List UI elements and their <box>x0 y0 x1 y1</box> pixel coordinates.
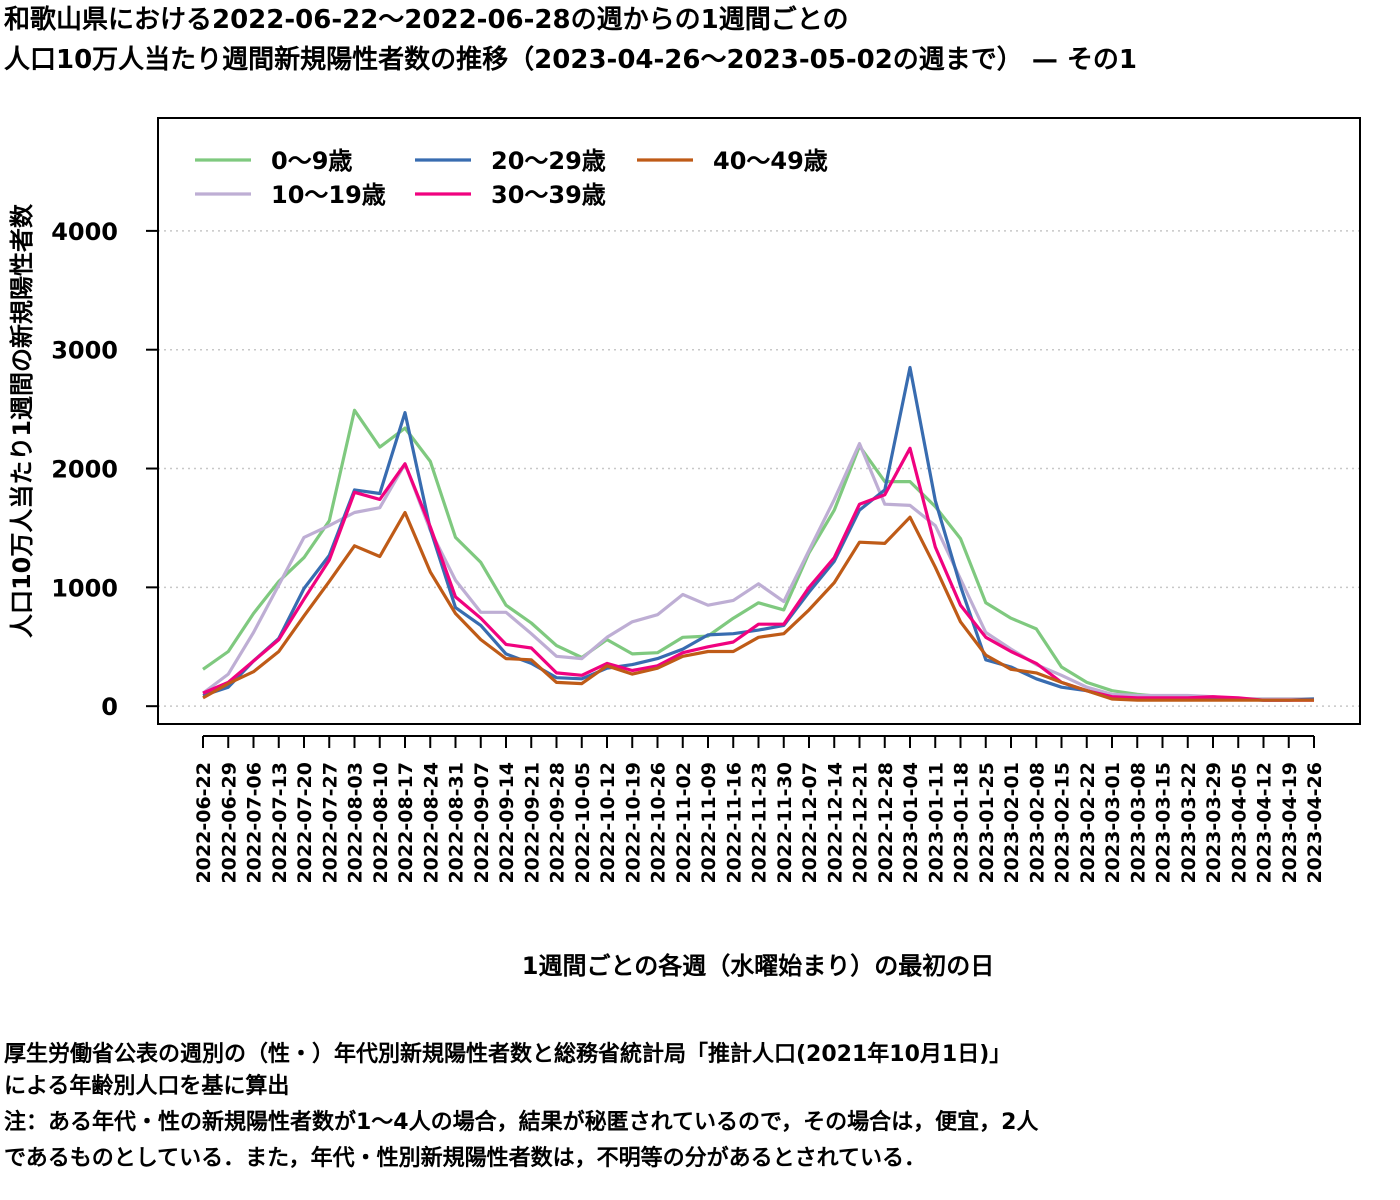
x-tick-label: 2022-08-31 <box>446 762 468 884</box>
x-tick-label: 2022-11-09 <box>698 762 720 884</box>
series-line <box>202 510 1314 702</box>
legend-label: 0〜9歳 <box>271 147 352 175</box>
x-tick-label: 2023-03-15 <box>1153 762 1175 884</box>
y-tick-label: 1000 <box>51 574 118 602</box>
x-tick-label: 2022-11-23 <box>749 762 771 884</box>
x-tick-label: 2022-08-10 <box>370 762 392 884</box>
series-line <box>202 446 1314 702</box>
x-tick-label: 2022-12-14 <box>824 762 846 884</box>
x-tick-label: 2023-04-05 <box>1228 762 1250 884</box>
x-tick-label: 2022-12-07 <box>799 762 821 884</box>
x-tick-label: 2022-10-26 <box>648 762 670 884</box>
x-tick-label: 2022-08-17 <box>395 762 417 884</box>
x-tick-label: 2022-09-07 <box>471 762 493 884</box>
x-tick-label: 2023-01-25 <box>976 762 998 884</box>
x-tick-label: 2023-04-12 <box>1254 762 1276 884</box>
x-tick-label: 2023-03-01 <box>1102 762 1124 884</box>
x-tick-label: 2022-10-19 <box>622 762 644 884</box>
grid <box>158 230 1360 707</box>
x-tick-label: 2022-09-28 <box>547 762 569 884</box>
y-tick-label: 0 <box>101 693 118 721</box>
x-tick-label: 2022-11-16 <box>723 762 745 884</box>
x-tick-label: 2022-09-14 <box>496 762 518 884</box>
note-line-4: であるものとしている．また，年代・性別新規陽性者数は，不明等の分があるとされてい… <box>4 1146 927 1171</box>
x-tick-label: 2022-11-30 <box>774 762 796 884</box>
legend-label: 20〜29歳 <box>491 147 606 175</box>
x-tick-label: 2023-02-08 <box>1026 762 1048 884</box>
x-tick-label: 2023-03-08 <box>1127 762 1149 884</box>
series-lines <box>202 365 1315 702</box>
x-tick-label: 2023-01-04 <box>900 762 922 884</box>
x-axis: 2022-06-22 2022-06-29 2022-07-06 2022-07-13… <box>193 735 1326 884</box>
x-tick-label: 2023-01-11 <box>925 762 947 884</box>
y-tick-label: 3000 <box>51 337 118 365</box>
x-tick-label: 2022-06-29 <box>218 762 240 884</box>
x-tick-label: 2023-01-18 <box>951 762 973 884</box>
x-tick-label: 2022-12-28 <box>875 762 897 884</box>
x-tick-label: 2022-07-20 <box>294 762 316 884</box>
y-axis: 0 1000 2000 3000 4000 <box>51 218 158 721</box>
x-tick-label: 2023-02-15 <box>1052 762 1074 884</box>
x-tick-label: 2022-07-06 <box>244 762 266 884</box>
x-tick-label: 2022-07-27 <box>319 762 341 884</box>
x-tick-label: 2023-02-22 <box>1077 762 1099 884</box>
series-line <box>202 408 1314 701</box>
plot-frame <box>157 117 1361 725</box>
note-line-2: による年齢別人口を基に算出 <box>4 1074 290 1099</box>
legend-label: 40〜49歳 <box>713 147 828 175</box>
chart-title-line2: 人口10万人当たり週間新規陽性者数の推移（2023-04-26〜2023-05-… <box>4 45 1137 75</box>
x-tick-label: 2022-10-12 <box>597 762 619 884</box>
x-tick-label: 2023-03-29 <box>1203 762 1225 884</box>
legend-label: 30〜39歳 <box>491 181 606 209</box>
x-tick-label: 2022-11-02 <box>673 762 695 884</box>
x-axis-label: 1週間ごとの各週（水曜始まり）の最初の日 <box>522 952 994 980</box>
x-tick-label: 2022-08-03 <box>345 762 367 884</box>
legend: 0〜9歳 10〜19歳 20〜29歳 30〜39歳 40〜49歳 <box>195 147 828 209</box>
y-axis-label: 人口10万人当たり1週間の新規陽性者数 <box>8 203 36 638</box>
note-line-3: 注：ある年代・性の新規陽性者数が1〜4人の場合，結果が秘匿されているので，その場… <box>4 1110 1039 1135</box>
x-tick-label: 2022-09-21 <box>521 762 543 884</box>
x-tick-label: 2022-12-21 <box>850 762 872 884</box>
x-tick-label: 2023-04-26 <box>1304 762 1326 884</box>
x-tick-label: 2022-06-22 <box>193 762 215 884</box>
series-line <box>202 365 1315 702</box>
series-line <box>202 442 1314 701</box>
y-tick-label: 4000 <box>51 218 118 246</box>
x-tick-label: 2022-10-05 <box>572 762 594 884</box>
y-tick-label: 2000 <box>51 456 118 484</box>
x-tick-label: 2022-07-13 <box>269 762 291 884</box>
legend-label: 10〜19歳 <box>271 181 386 209</box>
x-tick-label: 2023-04-19 <box>1279 762 1301 884</box>
x-tick-label: 2023-02-01 <box>1001 762 1023 884</box>
chart-title-line1: 和歌山県における2022-06-22〜2022-06-28の週からの1週間ごとの <box>4 5 849 35</box>
note-line-1: 厚生労働省公表の週別の（性・）年代別新規陽性者数と総務省統計局「推計人口(202… <box>4 1042 1012 1067</box>
x-tick-label: 2023-03-22 <box>1178 762 1200 884</box>
x-tick-label: 2022-08-24 <box>420 762 442 884</box>
